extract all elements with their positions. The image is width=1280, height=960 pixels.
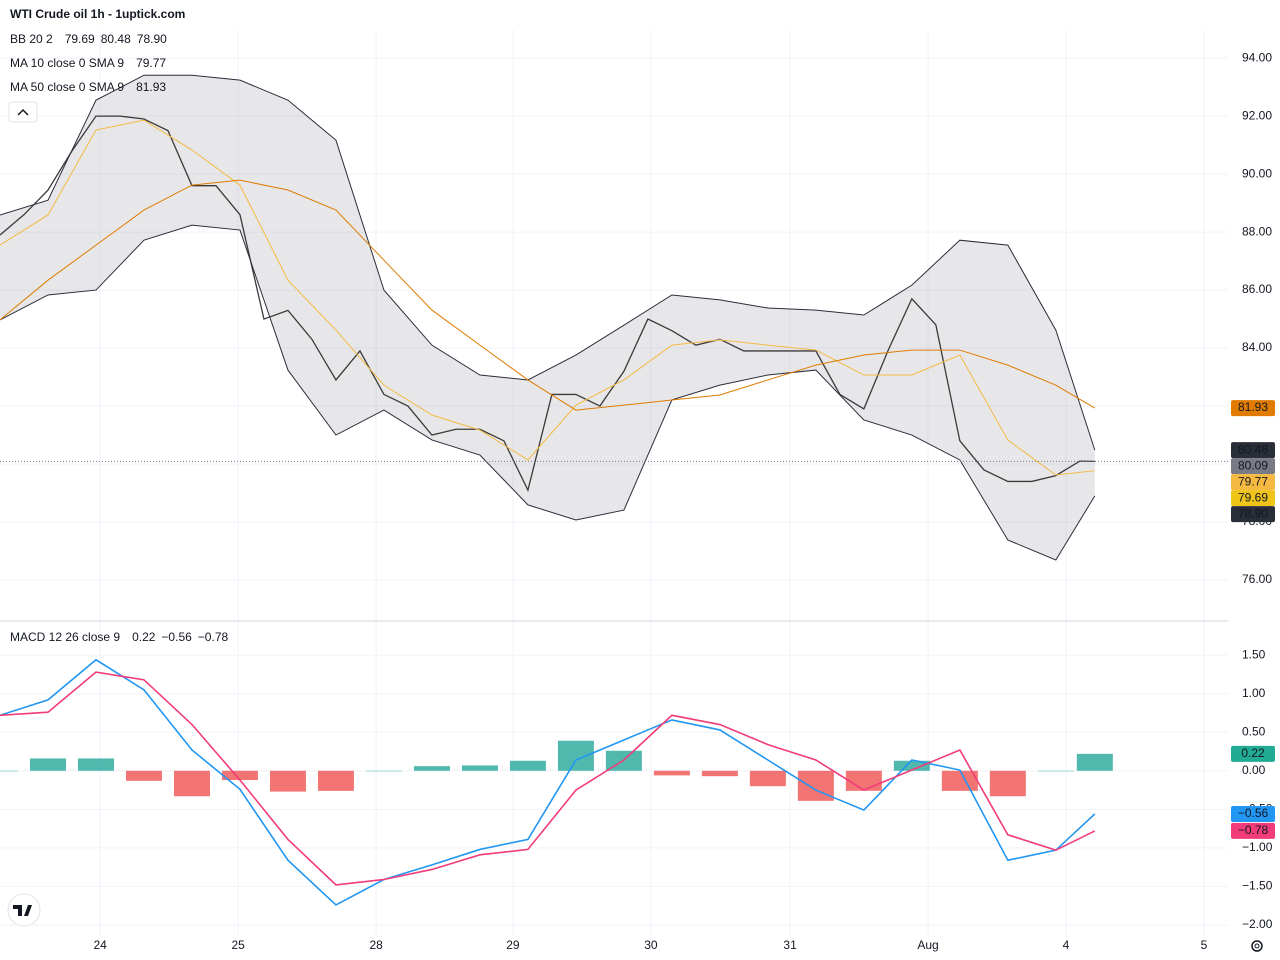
tv-logo[interactable]: [7, 893, 41, 927]
price-tag-label: 80.09: [1238, 458, 1268, 472]
histogram-bar: [125, 770, 162, 781]
histogram-bar: [173, 770, 210, 797]
y-tick-label: 86.00: [1242, 282, 1272, 296]
price-tag-label: 79.69: [1238, 490, 1268, 504]
settings-gear[interactable]: [1251, 940, 1263, 952]
histogram-bar: [797, 770, 834, 801]
histogram-bar: [749, 770, 786, 787]
labels-layer: 24 25 28 29 30 31 Aug 4 5 94.00 92.00 90.00 88.00 86.…: [10, 32, 1275, 952]
collapse-button[interactable]: [8, 101, 38, 123]
histogram-bar: [0, 770, 18, 772]
y-tick-label: −1.50: [1242, 879, 1273, 893]
series-line: [0, 74, 1096, 451]
histogram-bar: [221, 770, 258, 781]
legend-value: 80.48: [101, 32, 131, 46]
x-tick-label: 4: [1063, 938, 1070, 952]
price-tag: [1231, 745, 1275, 762]
histogram-bar: [29, 758, 66, 771]
price-tag: [1231, 490, 1275, 507]
histogram-bar: [461, 765, 498, 771]
price-tag-label: −0.56: [1238, 806, 1269, 820]
y-tick-label: 90.00: [1242, 166, 1272, 180]
price-tag-label: 0.22: [1241, 746, 1265, 760]
y-tick-label: 92.00: [1242, 108, 1272, 122]
x-tick-label: 29: [506, 938, 520, 952]
y-tick-label: 1.00: [1242, 686, 1266, 700]
legend-value: 81.93: [136, 80, 166, 94]
x-tick-label: 24: [94, 938, 108, 952]
y-tick-label: 0.00: [1242, 763, 1266, 777]
price-tag: [1231, 506, 1275, 523]
histogram-bar: [317, 770, 354, 791]
series-line: [0, 671, 1096, 886]
price-tag: [1231, 474, 1275, 491]
x-tick-label: 25: [231, 938, 245, 952]
histogram-bar: [509, 760, 546, 771]
histogram-bar: [1076, 753, 1113, 771]
price-tag-label: 79.77: [1238, 474, 1268, 488]
histogram-bar: [1037, 770, 1074, 772]
chart-title: WTI Crude oil 1h - 1uptick.com: [10, 7, 185, 21]
y-tick-label: 94.00: [1242, 50, 1272, 64]
histogram-bar: [893, 760, 930, 771]
histogram-bar: [701, 770, 738, 777]
x-tick-label: 30: [644, 938, 658, 952]
histogram-bar: [413, 766, 450, 771]
price-tag: [1231, 805, 1275, 822]
price-tag: [1231, 442, 1275, 459]
histogram-bar: [77, 758, 114, 771]
price-tag-label: 81.93: [1238, 400, 1268, 414]
y-tick-label: 76.00: [1242, 572, 1272, 586]
price-tag-label: −0.78: [1238, 823, 1269, 837]
x-tick-label: Aug: [917, 938, 938, 952]
legend-value: −0.56: [161, 630, 192, 644]
legend-value: −0.78: [198, 630, 229, 644]
histogram-bar: [989, 770, 1026, 797]
x-tick-label: 31: [783, 938, 797, 952]
y-tick-label: −1.00: [1242, 840, 1273, 854]
y-tick-label: 0.50: [1242, 724, 1266, 738]
legend-value: 79.69: [65, 32, 95, 46]
y-tick-label: 88.00: [1242, 224, 1272, 238]
marks-layer: [0, 74, 1228, 906]
series-line: [0, 179, 1096, 411]
price-tag: [1231, 458, 1275, 475]
x-tick-label: 5: [1201, 938, 1208, 952]
legend-value: 78.90: [137, 32, 167, 46]
price-tag-label: 80.48: [1238, 442, 1268, 456]
legend-label: MA 50 close 0 SMA 9: [10, 80, 124, 94]
legend-value: 0.22: [132, 630, 156, 644]
legend-label: BB 20 2: [10, 32, 53, 46]
price-tag: [1231, 400, 1275, 417]
histogram-bar: [365, 770, 402, 772]
histogram-bar: [653, 770, 690, 776]
legend-value: 79.77: [136, 56, 166, 70]
histogram-bar: [557, 740, 594, 771]
legend-label: MACD 12 26 close 9: [10, 630, 120, 644]
bb-fill: [0, 75, 1095, 560]
price-tag: [1231, 822, 1275, 839]
x-tick-label: 28: [369, 938, 383, 952]
y-tick-label: 1.50: [1242, 647, 1266, 661]
y-tick-label: −2.00: [1242, 917, 1273, 931]
series-line: [0, 658, 1096, 906]
series-line: [0, 119, 1095, 476]
series-line: [0, 224, 1096, 561]
legend-label: MA 10 close 0 SMA 9: [10, 56, 124, 70]
histogram-bar: [269, 770, 306, 792]
price-tag-label: 78.90: [1238, 506, 1268, 520]
histogram-bar: [845, 770, 882, 791]
y-tick-label: 84.00: [1242, 340, 1272, 354]
